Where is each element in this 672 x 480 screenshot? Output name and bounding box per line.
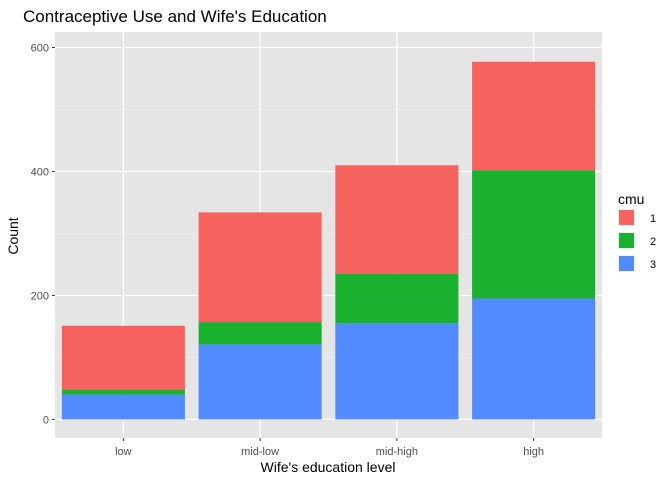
x-tick-label: mid-high xyxy=(376,446,418,458)
chart-title: Contraceptive Use and Wife's Education xyxy=(23,7,327,26)
bar-segment xyxy=(61,389,185,395)
bar-segment xyxy=(472,298,596,420)
legend-label: 2 xyxy=(650,236,656,248)
bar-segment xyxy=(335,323,459,420)
y-tick-label: 400 xyxy=(31,166,49,178)
bar-segment xyxy=(335,273,459,324)
y-tick-label: 0 xyxy=(43,414,49,426)
y-tick-label: 600 xyxy=(31,42,49,54)
y-axis: 0 200 400 600 xyxy=(31,42,55,426)
legend-label: 1 xyxy=(650,213,656,225)
bar-segment xyxy=(335,165,459,274)
bar-segment xyxy=(472,61,596,171)
legend-key xyxy=(619,233,634,248)
bar-segment xyxy=(61,394,185,420)
x-tick-label: low xyxy=(115,446,132,458)
bars xyxy=(61,61,596,420)
legend-key xyxy=(619,210,634,225)
x-tick-label: mid-low xyxy=(241,446,279,458)
bar-segment xyxy=(61,325,185,390)
bar-segment xyxy=(198,212,322,323)
bar-segment xyxy=(198,322,322,345)
y-tick-label: 200 xyxy=(31,290,49,302)
bar-segment xyxy=(198,344,322,420)
legend: cmu 1 2 3 xyxy=(618,191,656,272)
legend-key xyxy=(619,256,634,271)
x-axis: low mid-low mid-high high xyxy=(115,438,544,458)
bar-segment xyxy=(472,170,596,299)
x-tick-label: high xyxy=(523,446,544,458)
legend-label: 3 xyxy=(650,259,656,271)
x-axis-title: Wife's education level xyxy=(261,459,396,475)
legend-title: cmu xyxy=(618,191,644,207)
y-axis-title: Count xyxy=(5,217,21,254)
